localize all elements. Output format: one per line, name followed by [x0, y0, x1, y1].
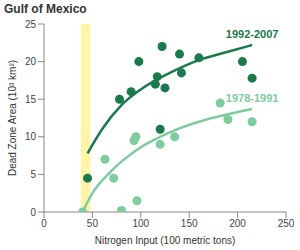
- svg-text:10: 10: [25, 131, 37, 142]
- svg-text:1992-2007: 1992-2007: [226, 28, 279, 40]
- svg-text:0: 0: [41, 218, 47, 229]
- svg-text:15: 15: [25, 94, 37, 105]
- svg-text:100: 100: [132, 218, 149, 229]
- svg-text:50: 50: [87, 218, 99, 229]
- html-text:Gulf of Mexico: Gulf of Mexico: [4, 2, 87, 16]
- svg-text:5: 5: [30, 169, 36, 180]
- svg-text:Dead Zone Area (10³ km²): Dead Zone Area (10³ km²): [8, 60, 18, 176]
- svg-text:200: 200: [229, 218, 246, 229]
- svg-text:Nitrogen Input (100 metric ton: Nitrogen Input (100 metric tons): [95, 235, 236, 246]
- svg-text:150: 150: [181, 218, 198, 229]
- svg-text:0: 0: [30, 207, 36, 218]
- svg-text:1978-1991: 1978-1991: [226, 92, 279, 104]
- svg-text:25: 25: [25, 19, 37, 30]
- svg-text:250: 250: [278, 218, 292, 229]
- svg-text:20: 20: [25, 56, 37, 67]
